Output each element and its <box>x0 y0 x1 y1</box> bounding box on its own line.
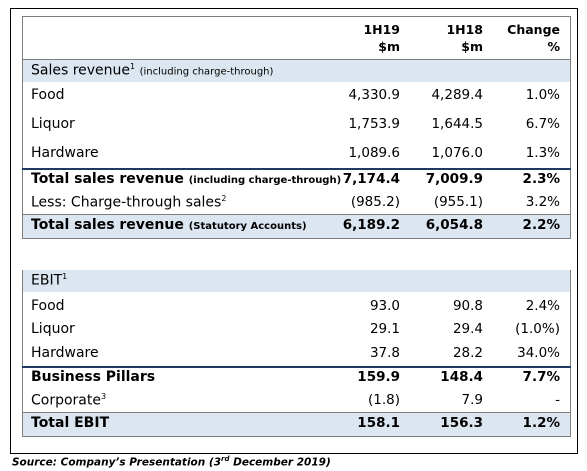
cell-value: 90.8 <box>452 298 483 314</box>
cell-value: 156.3 <box>440 415 483 431</box>
cell-value: 29.1 <box>369 321 400 337</box>
table-border <box>22 16 23 238</box>
table-border <box>22 270 23 436</box>
row-label: Liquor <box>31 321 75 337</box>
column-unit: $m <box>378 39 400 54</box>
cell-value: 6,054.8 <box>425 217 483 233</box>
cell-value: - <box>555 392 560 408</box>
cell-value: 1,753.9 <box>348 116 400 132</box>
row-label: Corporate3 <box>31 392 106 409</box>
cell-value: 2.4% <box>525 298 560 314</box>
column-header: Change <box>507 22 560 37</box>
cell-value: 28.2 <box>452 345 483 361</box>
section-band <box>23 270 570 292</box>
cell-value: 7,174.4 <box>342 171 400 187</box>
table-border <box>22 238 571 239</box>
row-label: Total sales revenue (including charge-th… <box>31 171 341 187</box>
cell-value: 158.1 <box>357 415 400 431</box>
section-band <box>23 60 570 82</box>
label-sup: 2 <box>221 194 227 203</box>
row-label: Less: Charge-through sales2 <box>31 194 226 211</box>
table-border <box>22 436 571 437</box>
cell-value: 29.4 <box>452 321 483 337</box>
row-label: EBIT1 <box>31 272 67 289</box>
row-label: Total sales revenue (Statutory Accounts) <box>31 217 307 233</box>
label-text: Liquor <box>31 321 75 337</box>
cell-value: 1.3% <box>525 145 560 161</box>
label-text: Liquor <box>31 116 75 132</box>
cell-value: (1.0%) <box>515 321 560 337</box>
cell-value: 6,189.2 <box>342 217 400 233</box>
thick-rule <box>22 168 571 170</box>
cell-value: (955.1) <box>433 194 483 210</box>
cell-value: 159.9 <box>357 369 400 385</box>
header-line <box>22 59 571 60</box>
thick-rule <box>22 366 571 368</box>
label-note: (Statutory Accounts) <box>188 221 307 232</box>
label-sup: 1 <box>130 62 136 71</box>
cell-value: 1,089.6 <box>348 145 400 161</box>
label-text: EBIT <box>31 272 63 289</box>
table-border <box>22 16 571 17</box>
cell-value: 148.4 <box>440 369 483 385</box>
label-note: (including charge-through) <box>188 175 342 186</box>
cell-value: 1,644.5 <box>431 116 483 132</box>
cell-value: 7.9 <box>461 392 483 408</box>
label-text: Sales revenue <box>31 62 131 79</box>
cell-value: 93.0 <box>369 298 400 314</box>
column-header: 1H19 <box>363 22 400 37</box>
label-sup: 1 <box>62 272 68 281</box>
cell-value: 1.0% <box>525 87 560 103</box>
label-text: Corporate <box>31 392 101 409</box>
source-rest: December 2019) <box>229 456 331 469</box>
table-border <box>570 16 571 239</box>
label-text: Less: Charge-through sales <box>31 194 222 211</box>
cell-value: 4,330.9 <box>348 87 400 103</box>
label-text: Total EBIT <box>31 415 110 431</box>
label-text: Hardware <box>31 345 99 361</box>
label-text: Total sales revenue <box>31 171 184 187</box>
cell-value: 6.7% <box>525 116 560 132</box>
cell-value: 34.0% <box>517 345 560 361</box>
row-label: Business Pillars <box>31 369 155 385</box>
label-text: Hardware <box>31 145 99 161</box>
row-label: Sales revenue1 (including charge-through… <box>31 62 273 79</box>
source-text: Source: Company’s Presentation (3 <box>12 456 221 469</box>
row-band <box>23 215 570 238</box>
label-sup: 3 <box>101 392 107 401</box>
label-text: Total sales revenue <box>31 217 184 233</box>
source-sup: rd <box>221 455 230 463</box>
column-unit: $m <box>461 39 483 54</box>
cell-value: 1.2% <box>522 415 560 431</box>
cell-value: (985.2) <box>350 194 400 210</box>
row-band <box>23 413 570 436</box>
cell-value: 3.2% <box>525 194 560 210</box>
cell-value: (1.8) <box>367 392 400 408</box>
label-text: Business Pillars <box>31 369 156 385</box>
cell-value: 2.2% <box>522 217 560 233</box>
row-label: Liquor <box>31 116 75 132</box>
label-text: Food <box>31 298 65 314</box>
row-label: Hardware <box>31 345 99 361</box>
table-border <box>570 270 571 437</box>
label-text: Food <box>31 87 65 103</box>
row-label: Hardware <box>31 145 99 161</box>
source: Source: Company’s Presentation (3rd Dece… <box>12 455 331 469</box>
row-rule <box>22 214 571 215</box>
row-label: Food <box>31 298 65 314</box>
label-note: (including charge-through) <box>139 66 274 78</box>
cell-value: 1,076.0 <box>431 145 483 161</box>
outer-box <box>10 8 578 454</box>
row-label: Food <box>31 87 65 103</box>
row-rule <box>22 412 571 413</box>
column-unit: % <box>547 39 560 54</box>
cell-value: 2.3% <box>522 171 560 187</box>
cell-value: 7.7% <box>522 369 560 385</box>
cell-value: 37.8 <box>369 345 400 361</box>
row-label: Total EBIT <box>31 415 109 431</box>
column-header: 1H18 <box>446 22 483 37</box>
cell-value: 7,009.9 <box>425 171 483 187</box>
cell-value: 4,289.4 <box>431 87 483 103</box>
